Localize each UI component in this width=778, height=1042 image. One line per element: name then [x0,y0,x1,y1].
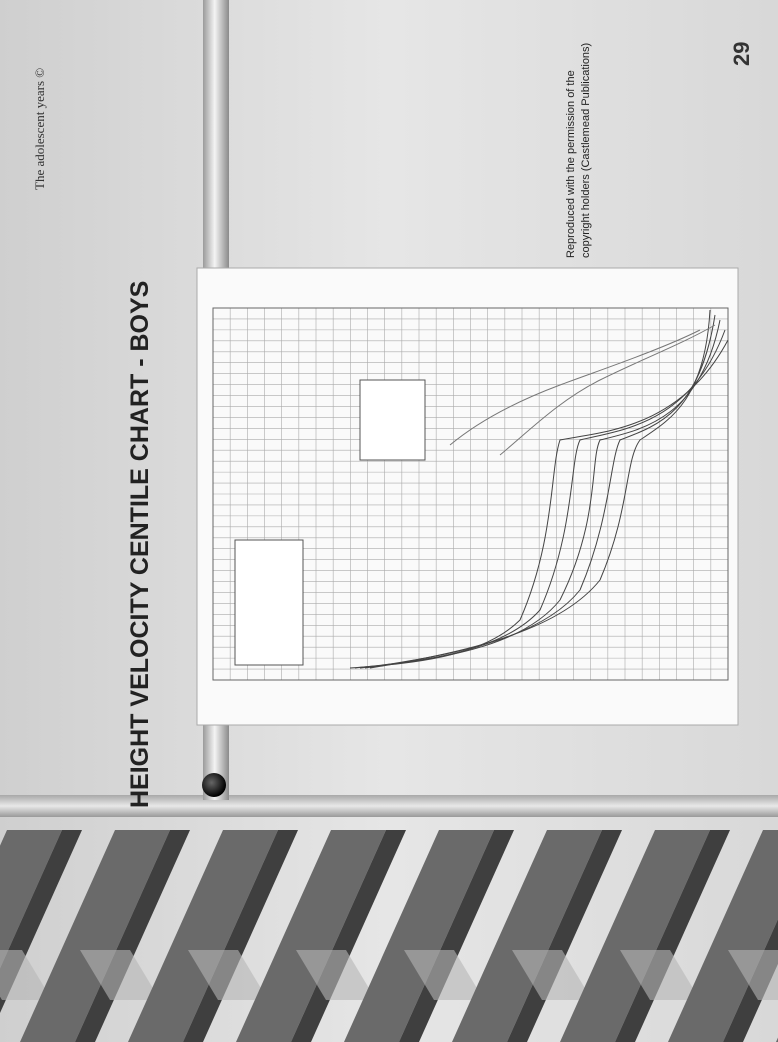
chart-image [196,267,739,726]
running-title: The adolescent years © [32,68,47,190]
ribbon [344,830,494,1042]
ribbon-decoration [0,830,778,1042]
ribbon-light [404,950,484,1000]
ribbon [236,830,386,1042]
pipe-knob [202,773,226,797]
slide-title: HEIGHT VELOCITY CENTILE CHART - BOYS [126,281,154,808]
ribbon [128,830,278,1042]
horizontal-band [0,795,778,817]
page-number: 29 [729,42,754,66]
ribbon [668,830,778,1042]
plot-border [212,307,729,681]
credit-line: Reproduced with the permission of the [565,70,577,258]
credit-line: copyright holders (Castlemead Publicatio… [580,43,592,258]
ribbon-light [512,950,592,1000]
centile-curves [349,309,729,669]
ribbon [20,830,170,1042]
chart-legend-box [234,539,304,666]
ribbon-light [620,950,700,1000]
chart-inset-box [359,379,426,461]
ribbon-light [728,950,778,1000]
ribbon-light [296,950,376,1000]
ribbon-light [188,950,268,1000]
ribbon [452,830,602,1042]
ribbon [560,830,710,1042]
ribbon-light [0,950,52,1000]
ribbon-light [80,950,160,1000]
